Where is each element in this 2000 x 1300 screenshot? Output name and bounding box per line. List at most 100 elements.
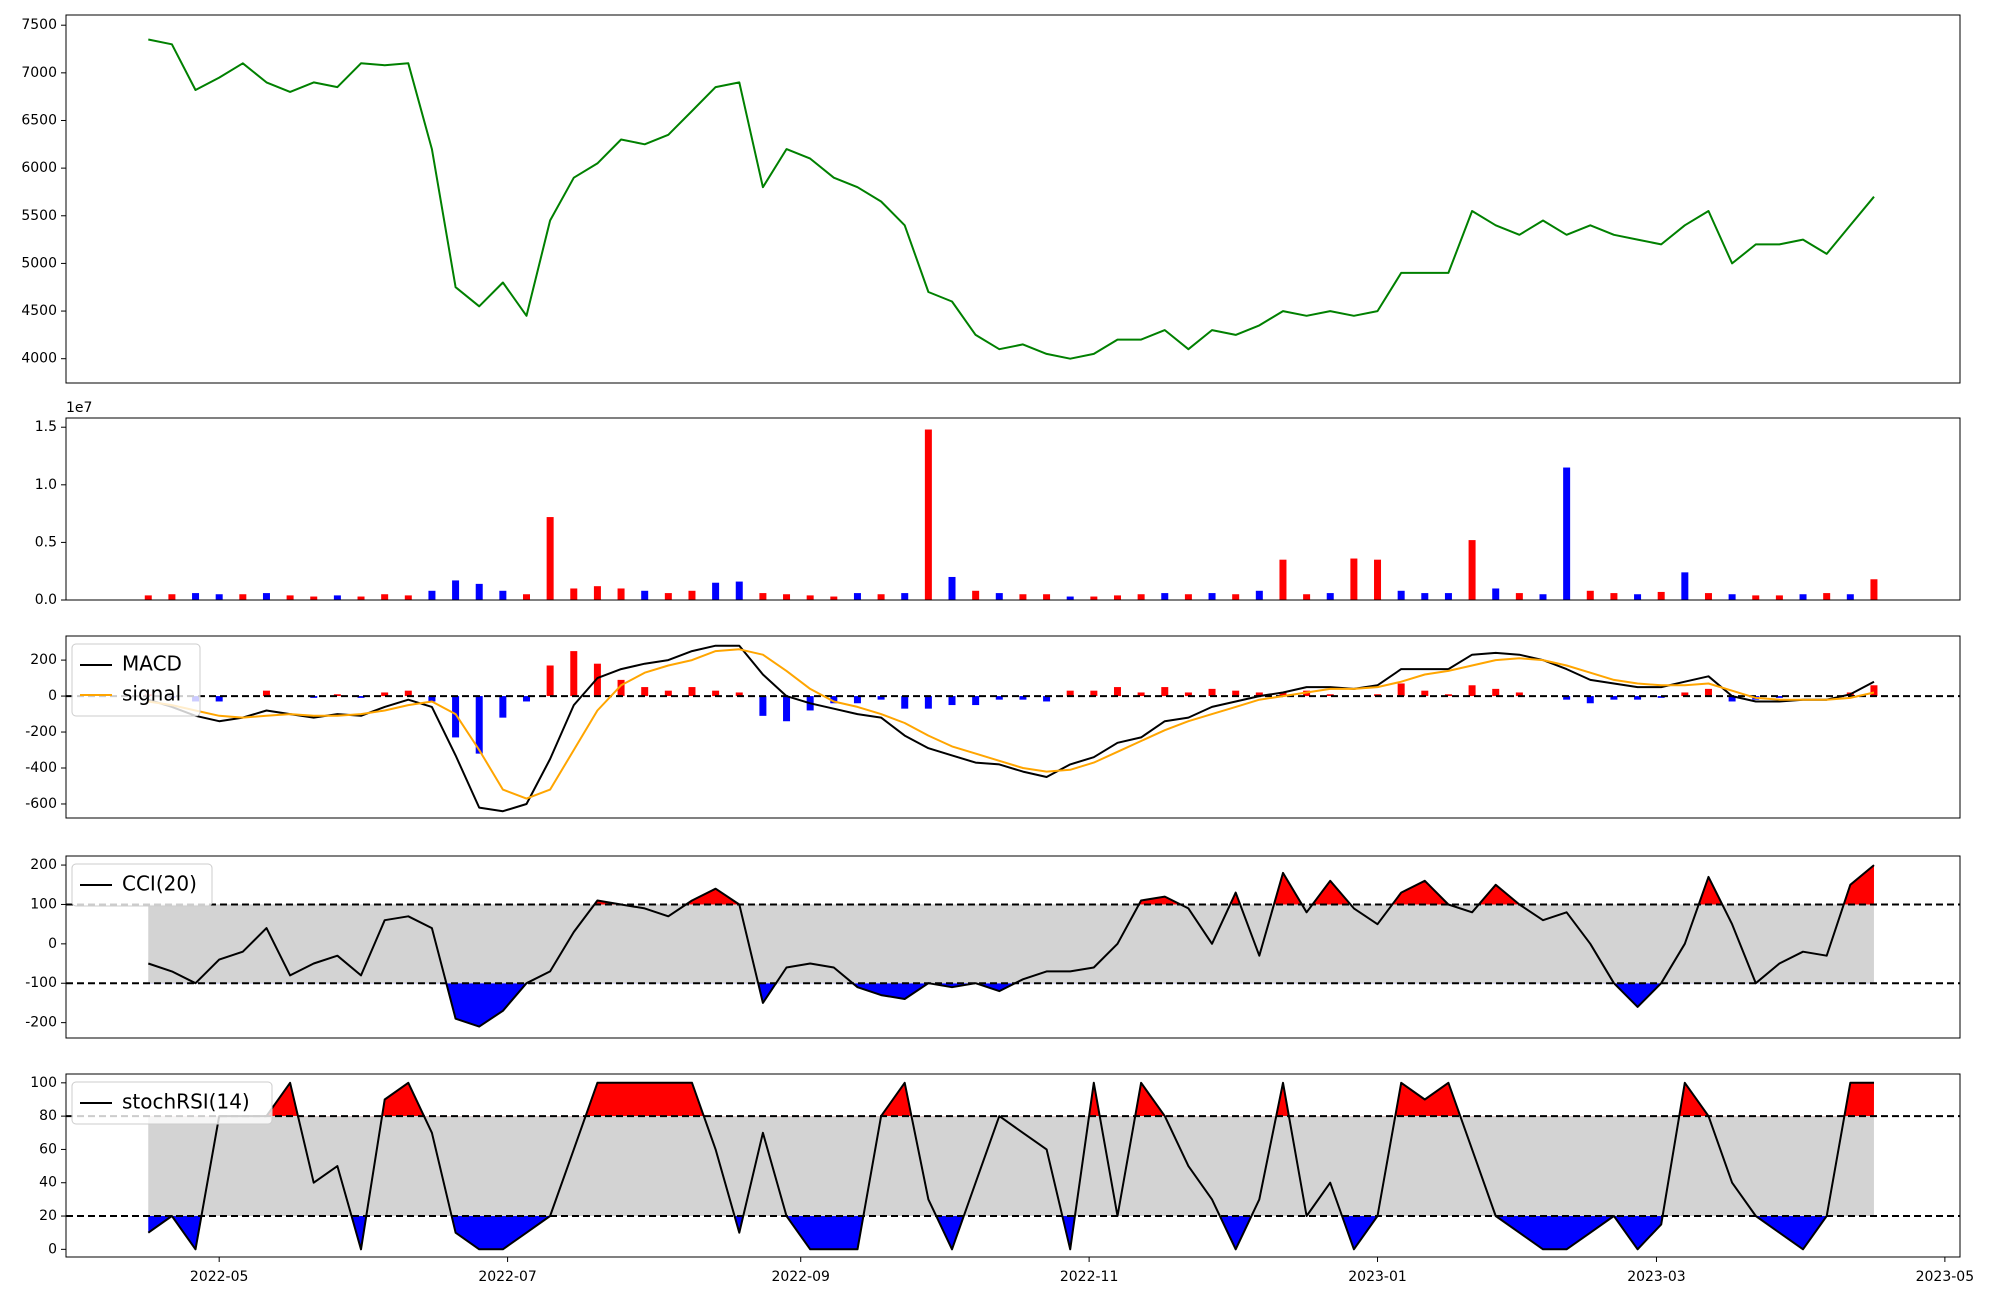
histogram-bar — [853, 696, 861, 704]
volume-bar — [972, 590, 980, 600]
histogram-bar — [1019, 696, 1027, 700]
histogram-bar — [688, 687, 696, 697]
volume-bar — [1657, 591, 1665, 600]
y-tick-label: 20 — [39, 1208, 57, 1224]
volume-bar — [617, 588, 625, 600]
legend-box — [71, 863, 213, 907]
volume-bar — [1397, 590, 1405, 600]
volume-bar — [1184, 594, 1192, 600]
panel-frame — [65, 855, 1961, 1039]
volume-bar — [381, 594, 389, 600]
histogram-bar — [1563, 696, 1571, 700]
volume-bar — [522, 594, 530, 600]
volume-bar — [1728, 594, 1736, 600]
volume-bar — [1279, 559, 1287, 600]
volume-bar — [688, 590, 696, 600]
histogram-bar — [664, 690, 672, 697]
volume-bar — [1681, 572, 1689, 600]
volume-bar — [1775, 595, 1783, 600]
legend-label: signal — [122, 682, 181, 706]
volume-bar — [1019, 594, 1027, 600]
volume-bar — [712, 582, 720, 600]
volume-bar — [1610, 593, 1618, 600]
histogram-bar — [1775, 696, 1783, 698]
volume-bar — [593, 586, 601, 600]
data-line — [147, 864, 1875, 1028]
volume-bar — [901, 593, 909, 600]
volume-bar — [783, 594, 791, 600]
histogram-bar — [499, 696, 507, 718]
histogram-bar — [972, 696, 980, 706]
histogram-bar — [381, 692, 389, 697]
histogram-bar — [1870, 685, 1878, 697]
volume-bar — [877, 594, 885, 600]
volume-bar — [664, 593, 672, 600]
histogram-bar — [617, 679, 625, 697]
volume-bar — [452, 580, 460, 600]
volume-bar — [239, 594, 247, 600]
y-tick-label: 100 — [30, 1075, 57, 1091]
histogram-bar — [995, 696, 1003, 700]
y-tick-label: 200 — [30, 652, 57, 668]
volume-bar — [1515, 593, 1523, 600]
histogram-bar — [1397, 683, 1405, 697]
histogram-bar — [948, 696, 956, 706]
histogram-bar — [1586, 696, 1594, 704]
x-tick-label: 2023-05 — [1916, 1269, 1975, 1285]
volume-bar — [333, 595, 341, 600]
volume-bar — [1752, 595, 1760, 600]
x-tick-label: 2022-09 — [771, 1269, 830, 1285]
y-tick-label: 5500 — [21, 208, 57, 224]
volume-bar — [1374, 559, 1382, 600]
volume-bar — [499, 590, 507, 600]
y-tick-label: 0.5 — [35, 534, 57, 550]
volume-bar — [546, 517, 554, 600]
histogram-bar — [735, 692, 743, 697]
oversold-fill — [148, 1216, 1874, 1250]
volume-bar — [1137, 594, 1145, 600]
data-line — [148, 648, 1875, 800]
volume-bar — [1468, 540, 1476, 600]
volume-bar — [1634, 594, 1642, 600]
histogram-bar — [901, 696, 909, 709]
panel-frame — [65, 14, 1961, 384]
histogram-bar — [475, 696, 483, 754]
volume-bar — [641, 590, 649, 600]
histogram-bar — [1681, 692, 1689, 697]
volume-bar — [428, 590, 436, 600]
y-tick-label: 100 — [30, 896, 57, 912]
overbought-fill — [219, 1082, 1874, 1117]
volume-bar — [1090, 596, 1098, 600]
volume-bar — [759, 593, 767, 600]
panel-frame — [65, 635, 1961, 819]
histogram-bar — [452, 696, 460, 738]
volume-bar — [853, 593, 861, 600]
volume-bar — [1563, 467, 1571, 600]
volume-bar — [735, 581, 743, 600]
y-tick-label: 7000 — [21, 65, 57, 81]
volume-bar — [924, 429, 932, 600]
volume-bar — [1113, 595, 1121, 600]
volume-bar — [1846, 594, 1854, 600]
neutral-band — [148, 1116, 1874, 1217]
x-tick-label: 2023-03 — [1627, 1269, 1686, 1285]
histogram-bar — [570, 651, 578, 697]
volume-bar — [570, 588, 578, 600]
histogram-bar — [1137, 692, 1145, 697]
volume-bar — [1255, 590, 1263, 600]
volume-bar — [357, 596, 365, 600]
y-tick-label: 4500 — [21, 303, 57, 319]
histogram-bar — [1208, 688, 1216, 697]
histogram-bar — [1043, 696, 1051, 702]
y-tick-label: 6500 — [21, 112, 57, 128]
histogram-bar — [830, 696, 838, 704]
volume-bar — [830, 596, 838, 600]
x-tick-label: 2022-11 — [1060, 1269, 1119, 1285]
volume-bar — [1043, 594, 1051, 600]
histogram-bar — [1184, 692, 1192, 697]
legend-label: stochRSI(14) — [122, 1090, 250, 1114]
histogram-bar — [215, 696, 223, 702]
y-tick-label: 4000 — [21, 351, 57, 367]
histogram-bar — [1113, 687, 1121, 697]
volume-bar — [262, 593, 270, 600]
